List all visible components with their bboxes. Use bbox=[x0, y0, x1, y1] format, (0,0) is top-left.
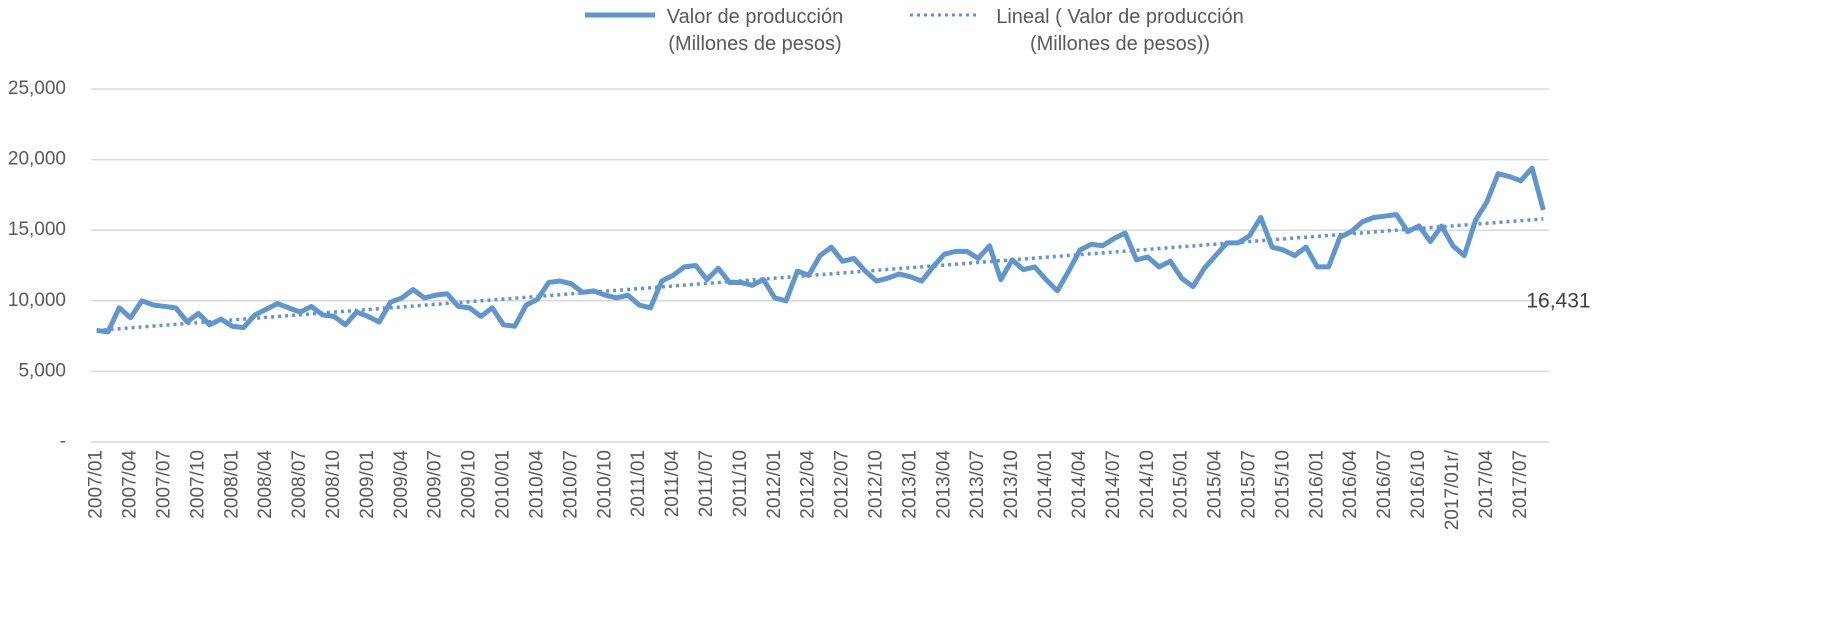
x-tick-label: 2014/10 bbox=[1137, 450, 1158, 519]
x-tick-label: 2009/04 bbox=[391, 450, 412, 519]
x-tick-label: 2011/01 bbox=[628, 450, 649, 517]
x-tick-label: 2016/10 bbox=[1408, 450, 1429, 519]
x-tick-label: 2016/07 bbox=[1374, 450, 1395, 519]
x-tick-label: 2015/01 bbox=[1171, 450, 1192, 519]
y-tick-label: 15,000 bbox=[8, 219, 66, 240]
y-tick-label: 25,000 bbox=[8, 78, 66, 99]
x-tick-label: 2013/04 bbox=[933, 450, 954, 519]
x-tick-label: 2008/01 bbox=[221, 450, 242, 519]
x-tick-label: 2012/04 bbox=[798, 450, 819, 519]
x-tick-label: 2017/01r/ bbox=[1442, 449, 1463, 530]
x-tick-label: 2014/04 bbox=[1069, 450, 1090, 519]
x-tick-label: 2014/01 bbox=[1035, 450, 1056, 519]
x-tick-label: 2015/04 bbox=[1205, 450, 1226, 519]
x-tick-label: 2013/10 bbox=[1001, 450, 1022, 519]
x-tick-label: 2010/07 bbox=[560, 450, 581, 519]
x-tick-label: 2008/04 bbox=[255, 450, 276, 519]
x-tick-label: 2012/01 bbox=[764, 450, 785, 519]
x-tick-label: 2017/04 bbox=[1476, 450, 1497, 519]
x-tick-label: 2008/07 bbox=[289, 450, 310, 519]
x-tick-label: 2007/10 bbox=[187, 450, 208, 519]
x-tick-label: 2012/07 bbox=[832, 450, 853, 519]
x-tick-label: 2012/10 bbox=[866, 450, 887, 519]
x-tick-label: 2014/07 bbox=[1103, 450, 1124, 519]
y-tick-label: 20,000 bbox=[8, 149, 66, 170]
x-tick-label: 2010/10 bbox=[594, 450, 615, 519]
x-tick-label: 2009/01 bbox=[357, 450, 378, 519]
x-tick-label: 2010/01 bbox=[493, 450, 514, 519]
x-tick-label: 2011/07 bbox=[696, 450, 717, 517]
x-tick-label: 2007/01 bbox=[86, 450, 107, 519]
x-tick-label: 2015/10 bbox=[1272, 450, 1293, 519]
y-tick-label: 5,000 bbox=[18, 360, 66, 381]
x-tick-label: 2015/07 bbox=[1239, 450, 1260, 519]
x-tick-label: 2009/07 bbox=[425, 450, 446, 519]
series-line bbox=[96, 165, 1546, 335]
x-tick-label: 2016/01 bbox=[1306, 450, 1327, 519]
x-tick-label: 2013/07 bbox=[967, 450, 988, 519]
x-tick-label: 2007/07 bbox=[153, 450, 174, 519]
x-tick-label: 2007/04 bbox=[120, 450, 141, 519]
x-tick-label: 2010/04 bbox=[526, 450, 547, 519]
x-tick-label: 2011/10 bbox=[730, 450, 751, 517]
x-tick-label: 2008/10 bbox=[323, 450, 344, 519]
legend-label: Lineal ( Valor de producción (Millones d… bbox=[996, 6, 1244, 55]
legend-label: Valor de producción (Millones de pesos) bbox=[666, 6, 844, 55]
data-label: 16,431 bbox=[1526, 290, 1590, 313]
x-tick-label: 2009/10 bbox=[459, 450, 480, 519]
x-tick-label: 2017/07 bbox=[1510, 450, 1531, 519]
x-tick-label: 2016/04 bbox=[1340, 450, 1361, 519]
x-tick-label: 2011/04 bbox=[662, 450, 683, 518]
y-tick-label: - bbox=[60, 431, 66, 452]
x-tick-label: 2013/01 bbox=[899, 450, 920, 519]
y-tick-label: 10,000 bbox=[8, 290, 66, 311]
trendline bbox=[96, 217, 1544, 333]
